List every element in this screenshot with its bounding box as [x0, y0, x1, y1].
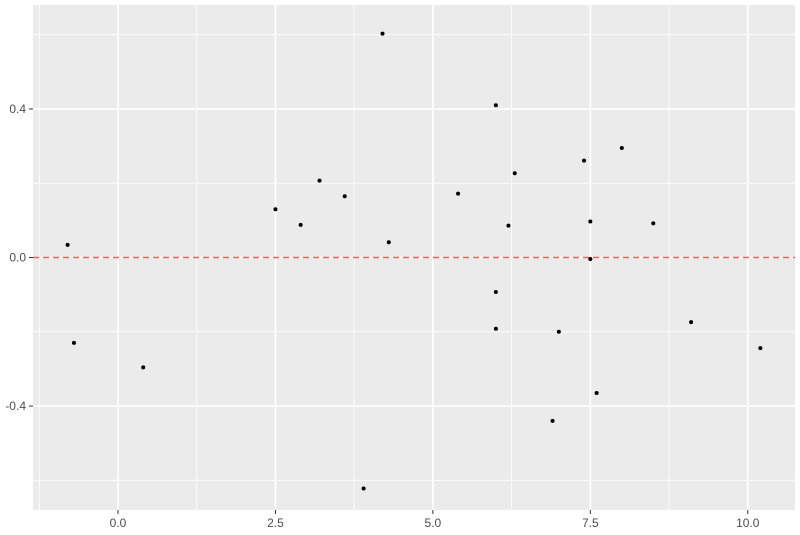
data-point — [556, 329, 561, 334]
data-point — [493, 103, 498, 108]
data-point — [317, 178, 322, 183]
data-point — [141, 365, 146, 370]
data-point — [456, 191, 461, 196]
data-point — [71, 340, 76, 345]
data-point — [582, 158, 587, 163]
x-axis: 0.0 2.5 5.0 7.5 10.0 — [110, 510, 760, 530]
data-point — [512, 171, 517, 176]
points-layer — [65, 31, 763, 491]
data-point — [619, 145, 624, 150]
x-tick-label: 10.0 — [736, 516, 760, 530]
y-tick-label: 0.4 — [9, 102, 26, 116]
y-axis: -0.4 0.0 0.4 — [5, 102, 33, 413]
y-tick-label: -0.4 — [5, 399, 26, 413]
data-point — [588, 256, 593, 261]
x-tick-label: 5.0 — [425, 516, 442, 530]
data-point — [380, 31, 385, 36]
data-point — [651, 221, 656, 226]
x-tick-label: 7.5 — [582, 516, 599, 530]
data-point — [550, 418, 555, 423]
data-point — [506, 223, 511, 228]
data-point — [361, 486, 366, 491]
x-tick-label: 0.0 — [110, 516, 127, 530]
data-point — [65, 242, 70, 247]
data-point — [493, 290, 498, 295]
data-point — [588, 219, 593, 224]
data-point — [273, 207, 278, 212]
data-point — [758, 346, 763, 351]
data-point — [493, 326, 498, 331]
data-point — [689, 320, 694, 325]
data-point — [386, 240, 391, 245]
data-point — [594, 391, 599, 396]
data-point — [342, 194, 347, 199]
x-tick-label: 2.5 — [267, 516, 284, 530]
data-point — [298, 222, 303, 227]
y-tick-label: 0.0 — [9, 251, 26, 265]
